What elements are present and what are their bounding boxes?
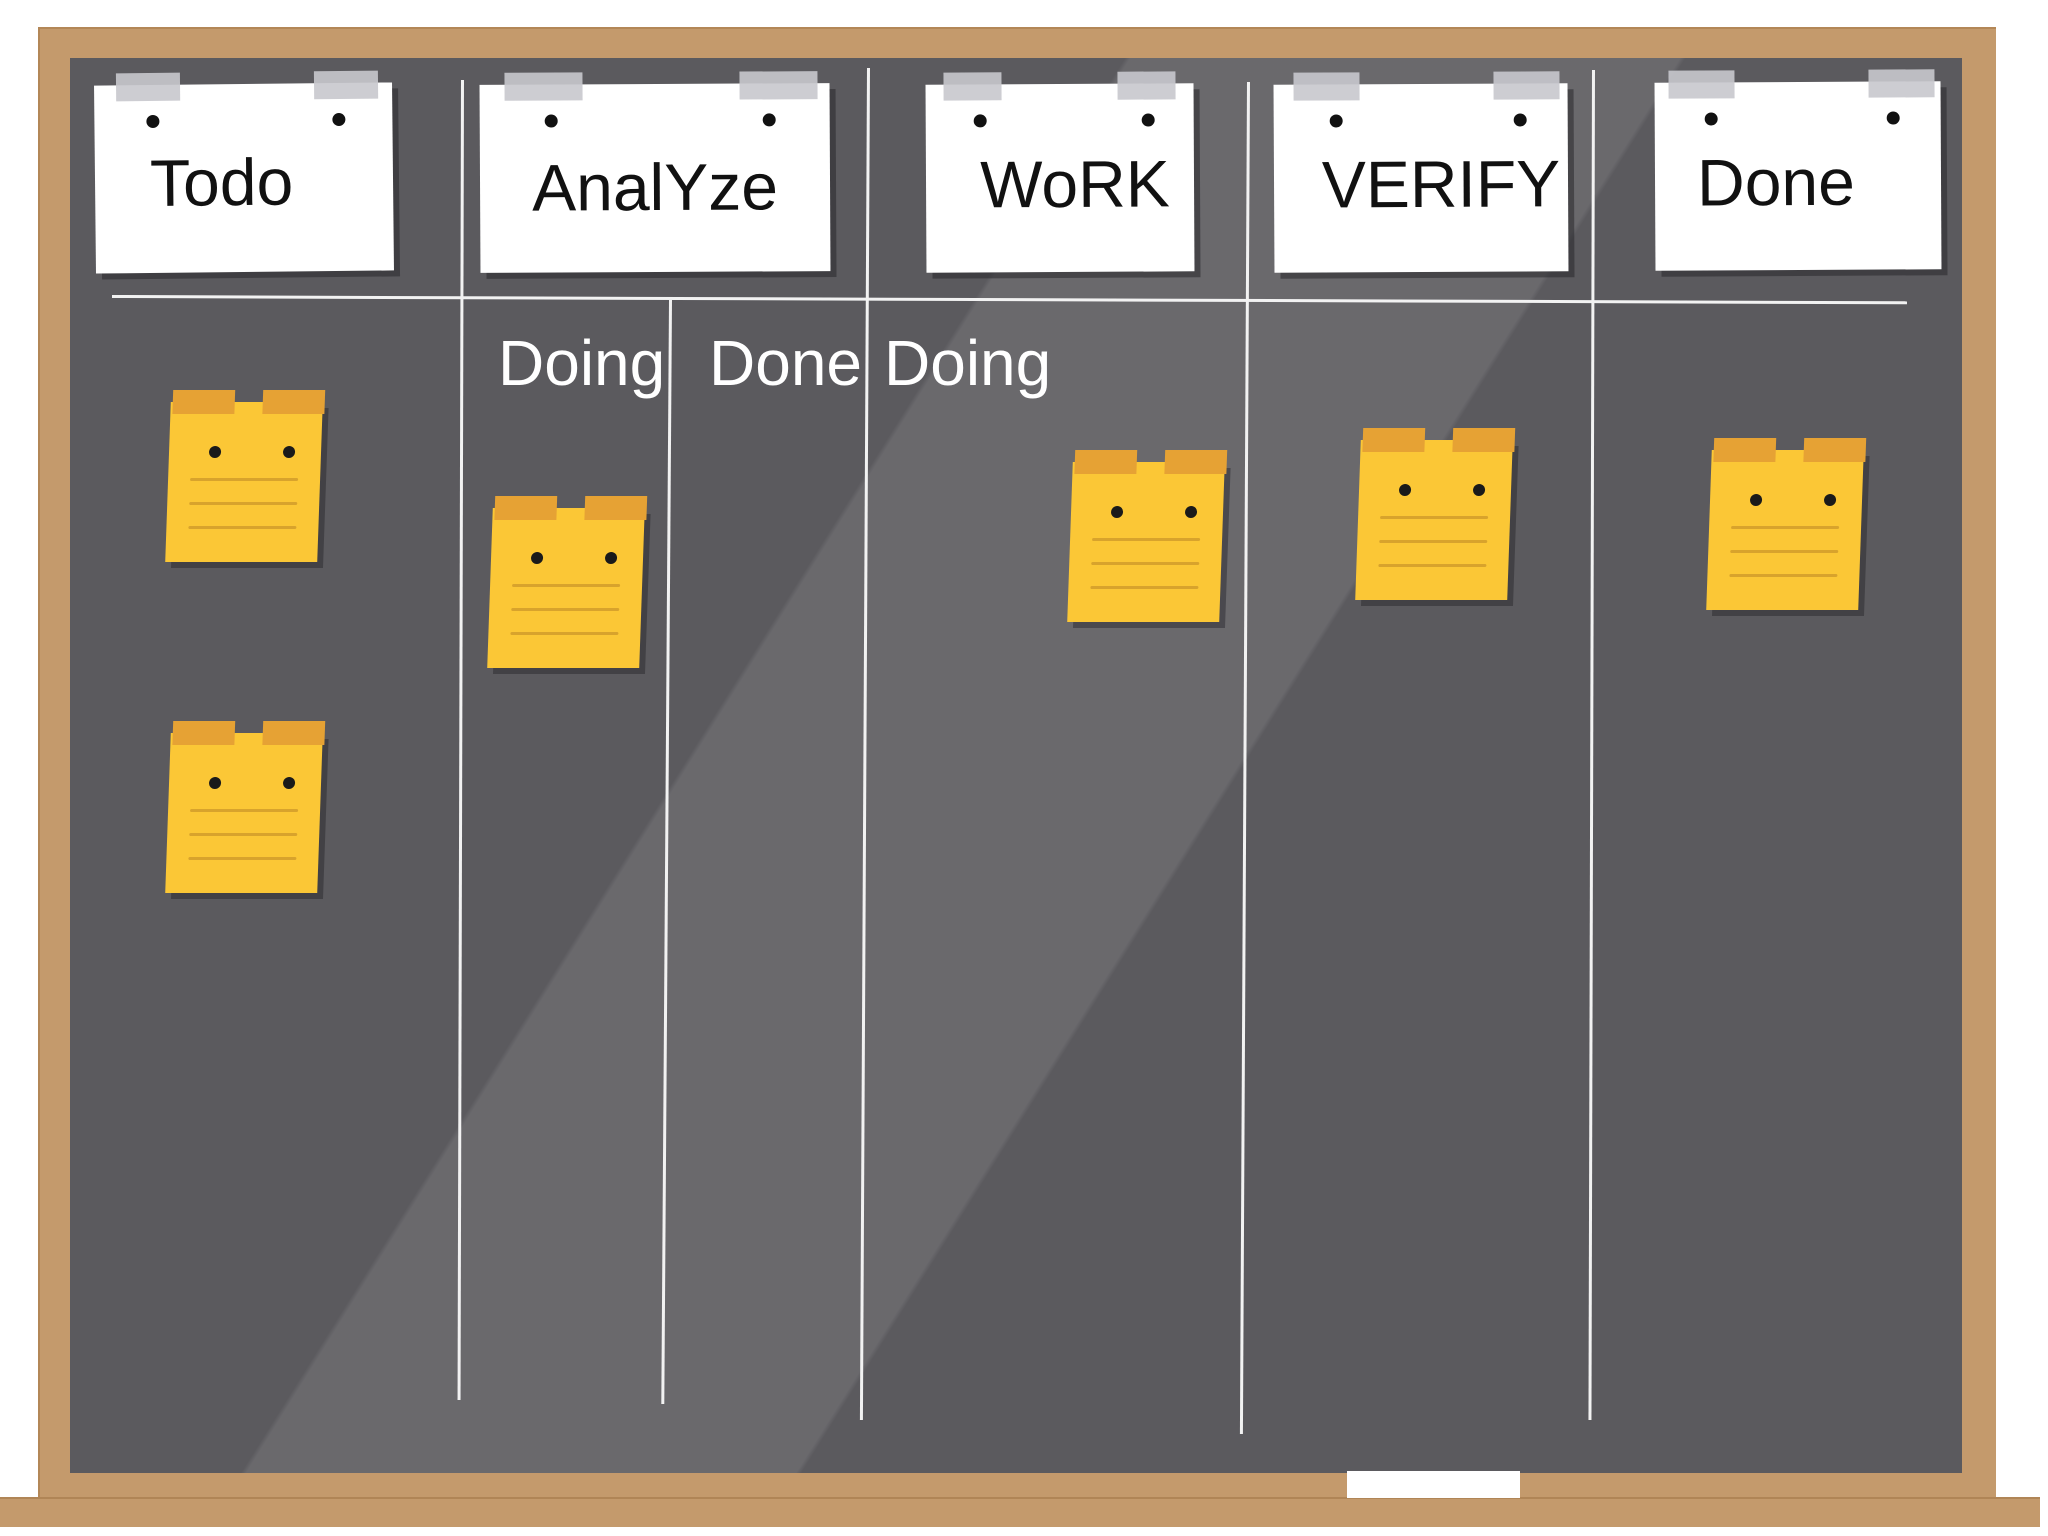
- tape: [1293, 72, 1360, 101]
- chalk-stick: [1347, 1471, 1520, 1498]
- tape: [262, 390, 326, 414]
- scribble-line: [189, 502, 298, 505]
- sticky-note[interactable]: [165, 721, 326, 893]
- scribble-line: [189, 833, 298, 836]
- column-header-analyze: AnalYze: [479, 71, 831, 273]
- scribble-line: [510, 632, 619, 635]
- sublabel-analyze-done: Done: [709, 327, 862, 399]
- scribble-line: [1090, 586, 1199, 589]
- tape: [943, 72, 1002, 101]
- pin-hole: [544, 114, 558, 128]
- pin-hole: [208, 446, 222, 458]
- sticky-note[interactable]: [1067, 450, 1228, 622]
- sublabel-work-doing: Doing: [884, 327, 1052, 399]
- column-header-done: Done: [1654, 69, 1942, 271]
- pin-hole: [1110, 506, 1124, 518]
- column-header-work: WoRK: [925, 71, 1195, 273]
- sticky-note[interactable]: [165, 390, 326, 562]
- scribble-line: [188, 857, 297, 860]
- tape: [313, 70, 379, 100]
- tape: [172, 390, 236, 414]
- pin-hole: [1886, 111, 1900, 125]
- scribble-line: [511, 608, 620, 611]
- tape: [172, 721, 236, 745]
- column-header-verify: VERIFY: [1273, 71, 1569, 273]
- pin-hole: [282, 446, 296, 458]
- tape: [494, 496, 558, 520]
- column-header-todo: Todo: [94, 70, 394, 274]
- column-title: AnalYze: [531, 149, 779, 225]
- sticky-note[interactable]: [487, 496, 648, 668]
- tape: [1362, 428, 1426, 452]
- tape: [1868, 69, 1935, 98]
- column-title: VERIFY: [1321, 146, 1561, 222]
- pin-hole: [1704, 112, 1718, 126]
- scribble-line: [190, 809, 299, 812]
- scribble-line: [188, 526, 297, 529]
- pin-hole: [530, 552, 544, 564]
- pin-hole: [762, 113, 776, 127]
- column-title: Todo: [149, 144, 294, 220]
- tape: [262, 721, 326, 745]
- tape: [115, 72, 181, 102]
- pin-hole: [1141, 113, 1155, 127]
- scribble-line: [1091, 562, 1200, 565]
- pin-hole: [1329, 114, 1343, 128]
- tape: [1074, 450, 1138, 474]
- scribble-line: [190, 478, 299, 481]
- pin-hole: [1749, 494, 1763, 506]
- tape: [1668, 70, 1735, 99]
- tape: [1452, 428, 1516, 452]
- tape: [504, 72, 583, 101]
- tape: [584, 496, 648, 520]
- tape: [1713, 438, 1777, 462]
- pin-hole: [146, 114, 160, 129]
- pin-hole: [1513, 113, 1527, 127]
- scribble-line: [1379, 540, 1488, 543]
- scribble-line: [1092, 538, 1201, 541]
- sticky-note[interactable]: [1706, 438, 1867, 610]
- scribble-line: [1731, 526, 1840, 529]
- pin-hole: [332, 112, 346, 127]
- sublabel-analyze-doing: Doing: [498, 327, 666, 399]
- tape: [1493, 71, 1560, 100]
- tape: [1164, 450, 1228, 474]
- column-title: WoRK: [980, 146, 1170, 222]
- tape: [1117, 71, 1176, 100]
- pin-hole: [282, 777, 296, 789]
- scribble-line: [1730, 550, 1839, 553]
- tape: [1803, 438, 1867, 462]
- chalk-tray: [0, 1497, 2040, 1527]
- scribble-line: [512, 584, 621, 587]
- column-title: Done: [1696, 144, 1856, 220]
- pin-hole: [1823, 494, 1837, 506]
- pin-hole: [1472, 484, 1486, 496]
- pin-hole: [973, 114, 987, 128]
- scribble-line: [1380, 516, 1489, 519]
- sticky-note[interactable]: [1355, 428, 1516, 600]
- pin-hole: [1398, 484, 1412, 496]
- scribble-line: [1378, 564, 1487, 567]
- pin-hole: [1184, 506, 1198, 518]
- pin-hole: [604, 552, 618, 564]
- scribble-line: [1729, 574, 1838, 577]
- pin-hole: [208, 777, 222, 789]
- tape: [739, 71, 818, 100]
